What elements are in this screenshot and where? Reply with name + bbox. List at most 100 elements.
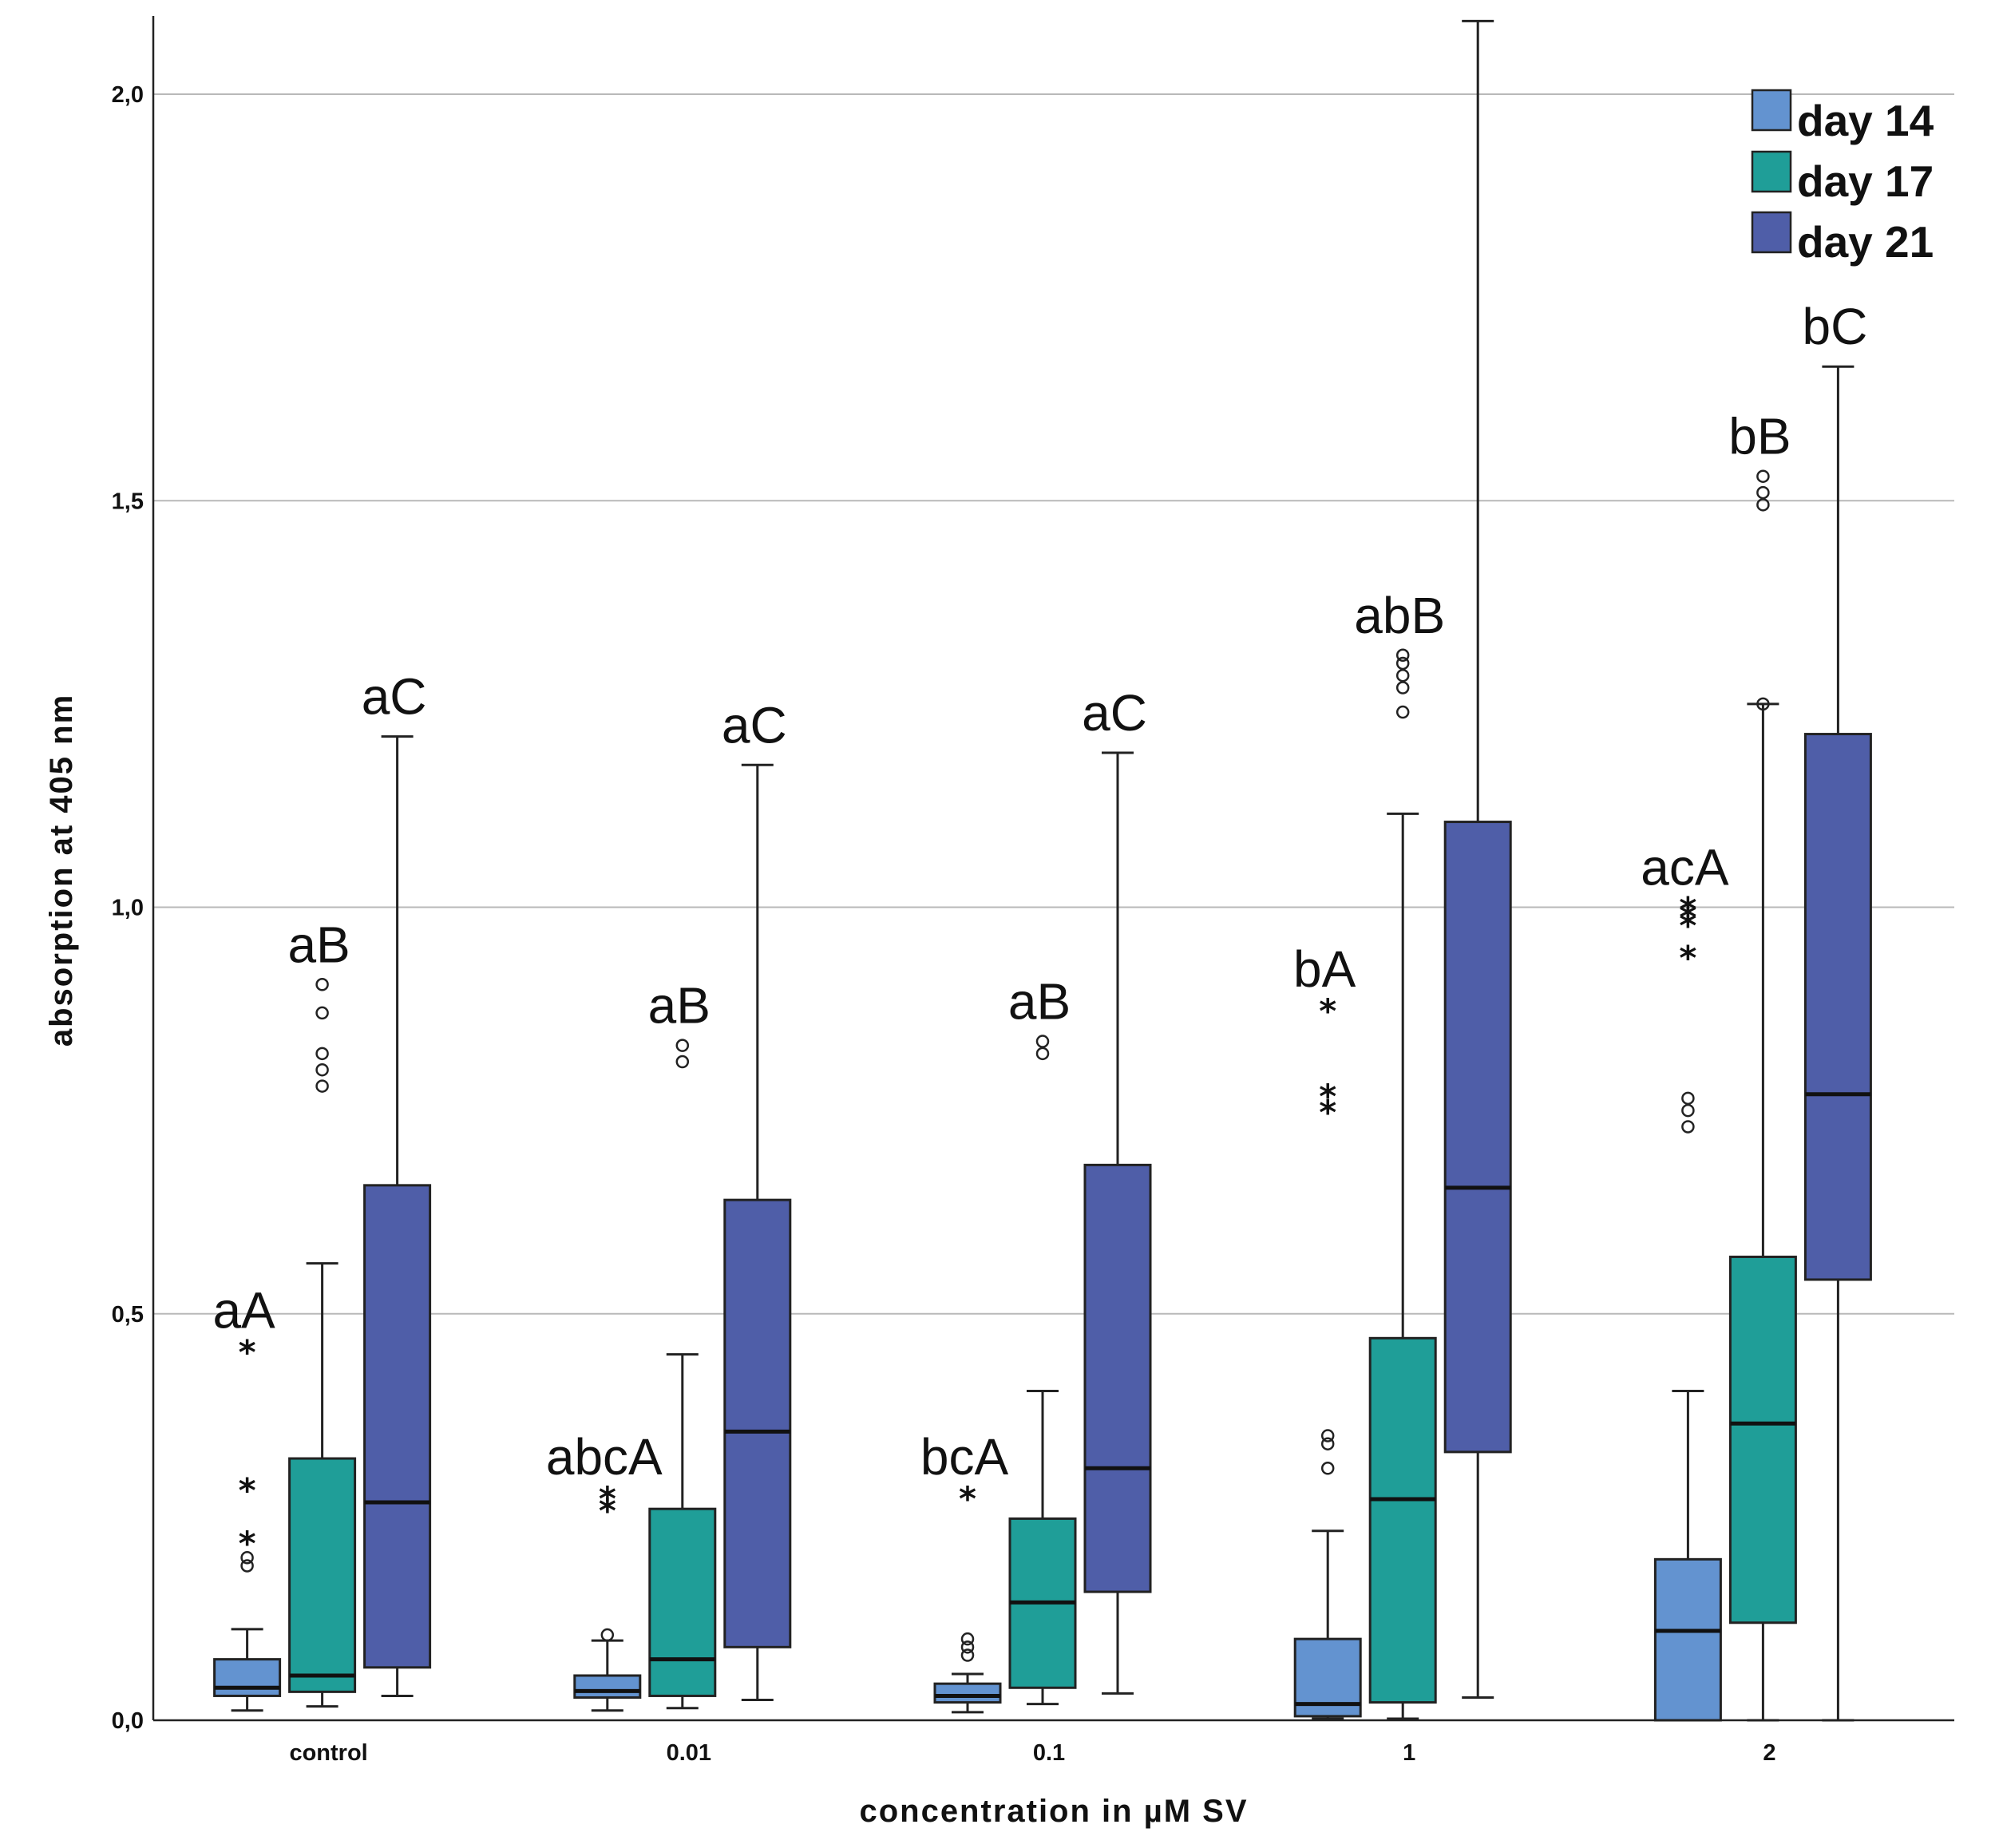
x-tick-label: 0.01 [667, 1740, 711, 1766]
outlier-circle [1035, 1047, 1050, 1061]
plot-area: ***aAaBaC**abcAaBaC*bcAaBaC***bAabBbC***… [212, 0, 1872, 1722]
outlier-circle [1320, 1429, 1335, 1442]
outlier-star: * [239, 1524, 256, 1563]
legend-label-day-14: day 14 [1797, 96, 1934, 145]
x-tick-label: control [289, 1740, 367, 1766]
significance-label: bA [1293, 940, 1356, 998]
outlier-circle [960, 1640, 975, 1654]
significance-label: aC [362, 668, 427, 726]
box-day-17-control: aB [287, 916, 357, 1708]
significance-label: aB [1008, 973, 1071, 1031]
box-day-17-2: bB [1728, 408, 1797, 1722]
box-iqr [1083, 1163, 1152, 1593]
outlier-circle [1395, 668, 1410, 683]
y-tick-label: 2,0 [112, 82, 144, 108]
outlier-star: * [599, 1479, 616, 1518]
significance-label: aC [722, 696, 787, 754]
box-iqr [648, 1507, 717, 1697]
box-day-14-0.1: *bcA [920, 1428, 1009, 1714]
y-tick-label: 1,0 [112, 896, 144, 921]
box-day-14-control: ***aA [212, 1282, 282, 1712]
significance-label: bcA [920, 1428, 1009, 1486]
box-iqr [1443, 821, 1512, 1454]
outlier-circle [1756, 469, 1770, 483]
outlier-circle [1681, 1120, 1695, 1134]
outlier-circle [675, 1039, 690, 1052]
legend-item-day-14: day 14 [1751, 89, 1934, 145]
outlier-circle [240, 1551, 254, 1565]
outlier-circle [1320, 1462, 1335, 1475]
box-day-21-0.1: aC [1082, 684, 1152, 1695]
outlier-circle [1320, 1437, 1335, 1450]
outlier-circle [1756, 498, 1770, 512]
outlier-circle [315, 1079, 329, 1093]
legend-label-day-17: day 17 [1797, 156, 1934, 206]
y-tick-label: 0,0 [112, 1708, 144, 1734]
outlier-circle [960, 1648, 975, 1662]
outlier-star: * [1679, 890, 1696, 929]
box-day-21-2: bC [1802, 298, 1872, 1722]
legend-item-day-21: day 21 [1751, 211, 1934, 267]
outlier-circle [1756, 697, 1770, 711]
outlier-circle [1681, 1091, 1695, 1106]
significance-label: bB [1728, 408, 1791, 465]
box-iqr [1803, 733, 1872, 1281]
box-iqr [933, 1682, 1002, 1704]
box-iqr [213, 1658, 282, 1697]
box-iqr [1653, 1557, 1722, 1722]
outlier-circle [315, 1047, 329, 1061]
legend-swatch-day-14 [1751, 89, 1792, 132]
significance-label: aB [287, 916, 350, 973]
outlier-star: * [1679, 906, 1696, 945]
box-day-21-1: bC [1442, 0, 1512, 1699]
box-iqr [363, 1184, 432, 1669]
y-axis-title: absorption at 405 nm [44, 694, 79, 1047]
outlier-star: * [239, 1333, 256, 1372]
outlier-circle [600, 1628, 615, 1642]
box-day-21-control: aC [362, 668, 432, 1697]
box-iqr [573, 1674, 642, 1699]
legend-swatch-day-17 [1751, 150, 1792, 193]
box-day-14-1: ***bA [1293, 940, 1362, 1720]
outlier-circle [1395, 681, 1410, 694]
significance-label: aC [1082, 684, 1147, 742]
outlier-circle [240, 1559, 254, 1573]
outlier-circle [675, 1055, 690, 1069]
outlier-star: * [1319, 1077, 1336, 1116]
outlier-circle [1395, 656, 1410, 671]
legend-item-day-17: day 17 [1751, 150, 1934, 206]
legend-swatch-day-21 [1751, 211, 1792, 254]
box-iqr [723, 1198, 792, 1648]
box-day-17-0.01: aB [648, 977, 717, 1710]
outlier-star: * [1679, 898, 1696, 937]
box-day-14-0.01: **abcA [546, 1428, 663, 1712]
box-day-17-0.1: aB [1008, 973, 1077, 1706]
outlier-circle [1681, 1103, 1695, 1118]
box-iqr [1728, 1255, 1797, 1624]
outlier-star: * [959, 1479, 976, 1518]
significance-label: abB [1354, 587, 1445, 644]
box-day-21-0.01: aC [722, 696, 792, 1702]
legend: day 14 day 17 day 21 [1751, 89, 1934, 267]
significance-label: bC [1802, 298, 1867, 355]
outlier-circle [1756, 485, 1770, 500]
outlier-circle [315, 978, 329, 991]
box-day-17-1: abB [1354, 587, 1445, 1720]
x-tick-label: 2 [1763, 1740, 1775, 1766]
box-day-14-2: ****acA [1641, 839, 1729, 1722]
significance-label: abcA [546, 1428, 663, 1486]
outlier-circle [960, 1632, 975, 1646]
legend-label-day-21: day 21 [1797, 217, 1934, 267]
outlier-star: * [1319, 991, 1336, 1031]
outlier-circle [1395, 648, 1410, 663]
gridlines [153, 93, 1954, 1315]
outlier-circle [1395, 705, 1410, 719]
x-axis-title: concentration in µM SV [859, 1794, 1248, 1829]
y-tick-label: 0,5 [112, 1302, 144, 1328]
axes: 0,0 0,5 1,0 1,5 2,0 control 0.01 0.1 1 2 [112, 16, 1954, 1766]
x-tick-label: 1 [1403, 1740, 1415, 1766]
x-tick-label: 0.1 [1033, 1740, 1065, 1766]
outlier-star: * [599, 1491, 616, 1530]
outlier-circle [315, 1006, 329, 1020]
